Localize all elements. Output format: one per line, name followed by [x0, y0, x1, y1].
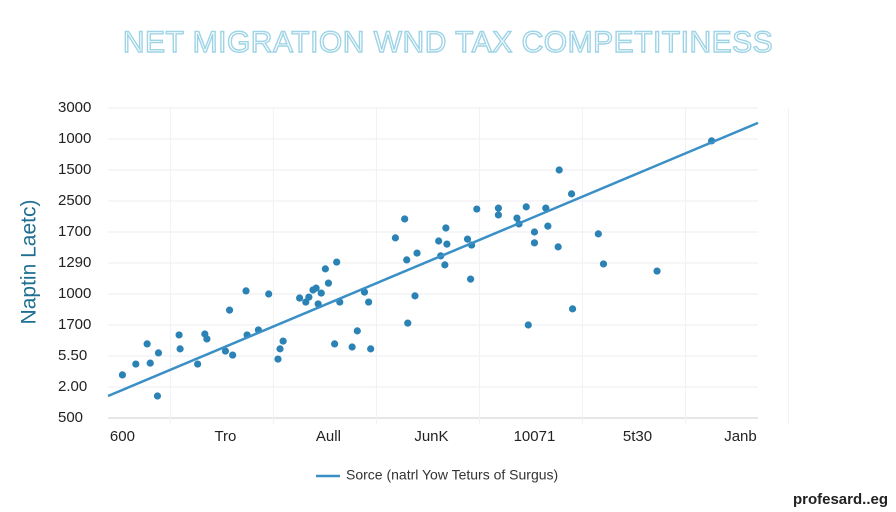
y-tick-label: 1700 [58, 316, 91, 333]
y-tick-label: 1000 [58, 285, 91, 302]
scatter-point [321, 265, 329, 273]
scatter-point [403, 256, 411, 264]
scatter-point [567, 190, 576, 198]
y-tick-label: 1000 [58, 130, 91, 147]
watermark: profesard..eg [793, 491, 888, 508]
scatter-point [118, 371, 127, 379]
scatter-point [441, 261, 449, 269]
x-tick-label: JunK [414, 428, 448, 445]
y-tick-label: 1700 [58, 223, 91, 240]
scatter-point [463, 235, 472, 243]
y-tick-label: 1290 [58, 254, 91, 271]
scatter-point [554, 243, 562, 251]
scatter-point [242, 287, 250, 295]
scatter-point [348, 343, 356, 351]
scatter-point [522, 203, 530, 211]
y-tick-label: 2.00 [58, 378, 87, 395]
trend-line [107, 121, 759, 398]
scatter-point [413, 249, 421, 257]
scatter-point [365, 298, 373, 306]
scatter-point [494, 204, 503, 212]
scatter-point [544, 222, 552, 230]
scatter-point [442, 224, 450, 232]
x-tick-label: Aull [316, 428, 341, 445]
y-tick-label: 2500 [58, 192, 91, 209]
scatter-point [401, 215, 409, 223]
scatter-point [279, 337, 287, 345]
scatter-point [225, 306, 234, 314]
scatter-point [203, 335, 211, 343]
x-tick-label: Janb [724, 428, 757, 445]
scatter-point [194, 360, 202, 368]
scatter-point [391, 234, 400, 242]
x-tick-label: 10071 [514, 428, 556, 445]
scatter-point [494, 211, 503, 219]
scatter-point [176, 345, 184, 353]
scatter-point [312, 284, 320, 292]
scatter-point [324, 279, 333, 287]
y-tick-label: 1500 [58, 161, 91, 178]
scatter-point [146, 359, 154, 367]
scatter-point [175, 331, 183, 339]
scatter-point [653, 267, 661, 275]
scatter-point [276, 345, 284, 353]
scatter-point [435, 237, 443, 245]
scatter-point [367, 345, 375, 353]
scatter-point [154, 349, 163, 357]
scatter-point [530, 239, 539, 247]
scatter-point [404, 319, 412, 327]
scatter-point [305, 293, 313, 301]
y-tick-label: 500 [58, 409, 83, 426]
scatter-point [274, 355, 282, 363]
x-tick-label: 5t30 [623, 428, 652, 445]
scatter-point [513, 214, 521, 222]
scatter-point [221, 347, 230, 355]
x-tick-label: Tro [214, 428, 236, 445]
scatter-point [333, 258, 341, 266]
scatter-point [524, 321, 532, 329]
scatter-point [568, 305, 577, 313]
scatter-point [594, 230, 602, 238]
y-axis-label: Naptin Laetc) [18, 200, 41, 325]
scatter-point [229, 351, 237, 359]
scatter-point [153, 392, 162, 400]
scatter-point [411, 292, 419, 300]
scatter-point [331, 340, 339, 348]
scatter-point [132, 360, 140, 368]
scatter-point [599, 260, 608, 268]
scatter-point [317, 289, 325, 297]
scatter-point [360, 288, 369, 296]
y-tick-label: 3000 [58, 99, 91, 116]
scatter-point [143, 340, 151, 348]
scatter-point [555, 166, 563, 174]
x-tick-label: 600 [110, 428, 135, 445]
scatter-point [473, 205, 481, 213]
chart-title: NET MIGRATION WND TAX COMPETITINESS [123, 26, 773, 59]
scatter-point [466, 275, 475, 283]
scatter-point [296, 294, 304, 302]
scatter-point [353, 327, 361, 335]
scatter-point [530, 228, 539, 236]
scatter-point [265, 290, 273, 298]
y-tick-label: 5.50 [58, 347, 87, 364]
legend-label: Sorce (natrl Yow Teturs of Surgus) [346, 467, 558, 483]
scatter-point [443, 240, 451, 248]
